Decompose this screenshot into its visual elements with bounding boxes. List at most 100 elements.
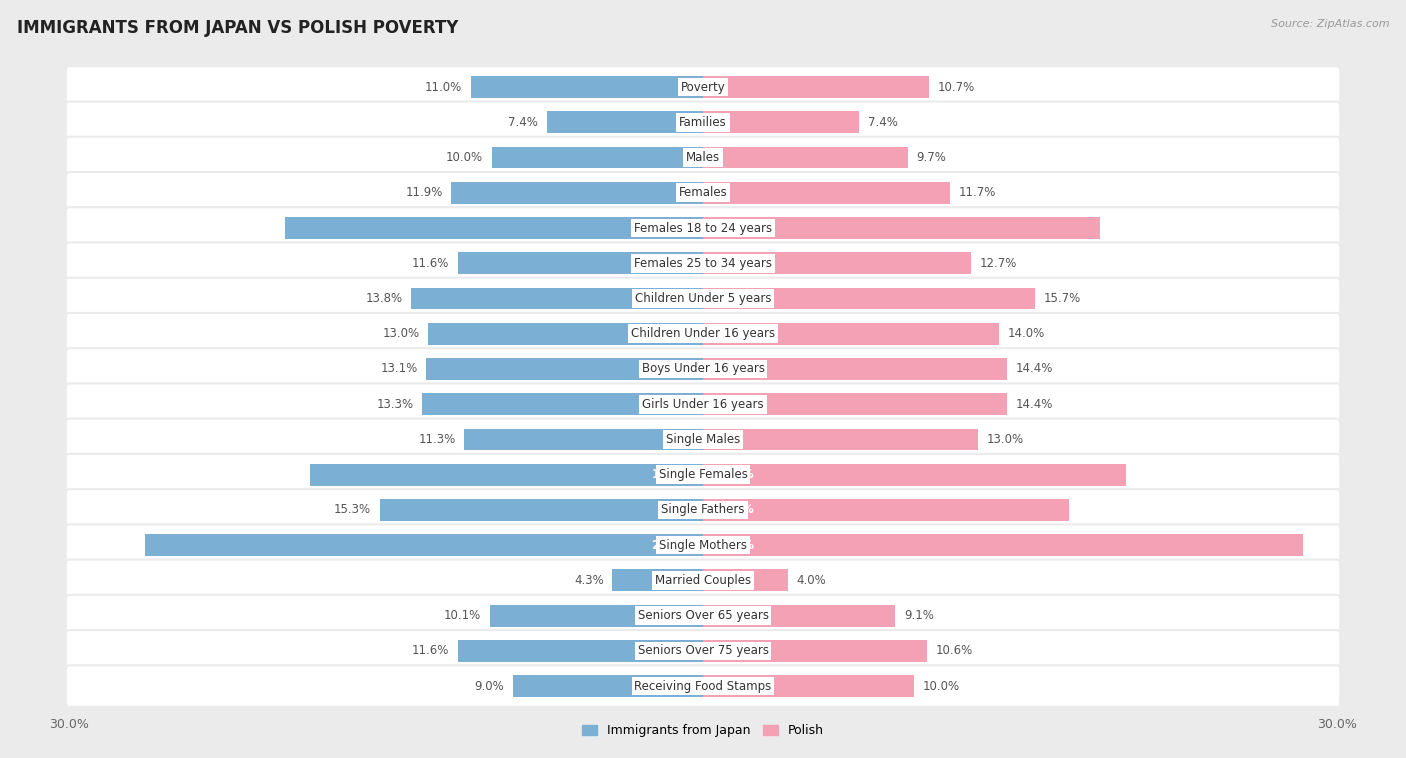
- Text: 11.6%: 11.6%: [412, 257, 450, 270]
- Bar: [547, 111, 703, 133]
- Text: Receiving Food Stamps: Receiving Food Stamps: [634, 680, 772, 693]
- Bar: [703, 76, 929, 98]
- FancyBboxPatch shape: [66, 136, 1340, 178]
- Text: 15.3%: 15.3%: [335, 503, 371, 516]
- Text: IMMIGRANTS FROM JAPAN VS POLISH POVERTY: IMMIGRANTS FROM JAPAN VS POLISH POVERTY: [17, 19, 458, 37]
- FancyBboxPatch shape: [66, 559, 1340, 601]
- Text: 13.3%: 13.3%: [377, 398, 413, 411]
- FancyBboxPatch shape: [66, 630, 1340, 672]
- Bar: [703, 182, 950, 204]
- Bar: [703, 675, 914, 697]
- FancyBboxPatch shape: [66, 102, 1340, 143]
- Bar: [703, 252, 972, 274]
- Text: 11.6%: 11.6%: [412, 644, 450, 657]
- Text: 26.4%: 26.4%: [651, 539, 692, 552]
- Text: 18.8%: 18.8%: [714, 221, 755, 234]
- Bar: [703, 534, 1303, 556]
- Text: 28.4%: 28.4%: [714, 539, 755, 552]
- Text: 12.7%: 12.7%: [980, 257, 1018, 270]
- Text: Single Mothers: Single Mothers: [659, 539, 747, 552]
- Bar: [703, 146, 908, 168]
- Bar: [612, 569, 703, 591]
- FancyBboxPatch shape: [66, 348, 1340, 390]
- Text: Females: Females: [679, 186, 727, 199]
- Bar: [703, 358, 1007, 380]
- Text: 14.4%: 14.4%: [1015, 398, 1053, 411]
- Bar: [451, 182, 703, 204]
- Text: Males: Males: [686, 151, 720, 164]
- Bar: [703, 640, 927, 662]
- Text: 14.4%: 14.4%: [1015, 362, 1053, 375]
- Bar: [703, 323, 998, 345]
- Legend: Immigrants from Japan, Polish: Immigrants from Japan, Polish: [576, 719, 830, 742]
- Text: 10.0%: 10.0%: [922, 680, 960, 693]
- Bar: [703, 287, 1035, 309]
- FancyBboxPatch shape: [66, 666, 1340, 707]
- Bar: [426, 358, 703, 380]
- Bar: [412, 287, 703, 309]
- Bar: [703, 393, 1007, 415]
- Text: 10.7%: 10.7%: [938, 80, 974, 93]
- Bar: [492, 146, 703, 168]
- Text: 15.7%: 15.7%: [1043, 292, 1081, 305]
- Bar: [513, 675, 703, 697]
- FancyBboxPatch shape: [66, 595, 1340, 637]
- Text: 13.8%: 13.8%: [366, 292, 404, 305]
- Text: Families: Families: [679, 116, 727, 129]
- Text: 18.6%: 18.6%: [651, 468, 692, 481]
- FancyBboxPatch shape: [66, 418, 1340, 460]
- Text: Females 18 to 24 years: Females 18 to 24 years: [634, 221, 772, 234]
- Text: Single Fathers: Single Fathers: [661, 503, 745, 516]
- Bar: [703, 464, 1126, 486]
- Text: Married Couples: Married Couples: [655, 574, 751, 587]
- Text: Poverty: Poverty: [681, 80, 725, 93]
- Text: 11.9%: 11.9%: [406, 186, 443, 199]
- Text: Single Females: Single Females: [658, 468, 748, 481]
- FancyBboxPatch shape: [66, 313, 1340, 355]
- Bar: [471, 76, 703, 98]
- Text: 9.0%: 9.0%: [475, 680, 505, 693]
- Text: 11.0%: 11.0%: [425, 80, 463, 93]
- Text: 4.0%: 4.0%: [796, 574, 825, 587]
- Bar: [489, 605, 703, 627]
- Text: 9.7%: 9.7%: [917, 151, 946, 164]
- FancyBboxPatch shape: [66, 277, 1340, 319]
- FancyBboxPatch shape: [66, 66, 1340, 108]
- FancyBboxPatch shape: [66, 207, 1340, 249]
- Text: 7.4%: 7.4%: [868, 116, 898, 129]
- Text: 10.1%: 10.1%: [444, 609, 481, 622]
- Bar: [464, 428, 703, 450]
- Bar: [458, 640, 703, 662]
- Text: Seniors Over 75 years: Seniors Over 75 years: [637, 644, 769, 657]
- FancyBboxPatch shape: [66, 454, 1340, 496]
- Text: 9.1%: 9.1%: [904, 609, 934, 622]
- FancyBboxPatch shape: [66, 489, 1340, 531]
- Text: 10.0%: 10.0%: [446, 151, 484, 164]
- Text: Source: ZipAtlas.com: Source: ZipAtlas.com: [1271, 19, 1389, 29]
- FancyBboxPatch shape: [66, 525, 1340, 566]
- Text: 14.0%: 14.0%: [1007, 327, 1045, 340]
- Text: Children Under 5 years: Children Under 5 years: [634, 292, 772, 305]
- Bar: [458, 252, 703, 274]
- Text: 13.1%: 13.1%: [381, 362, 418, 375]
- Bar: [429, 323, 703, 345]
- Bar: [703, 605, 896, 627]
- Bar: [703, 569, 787, 591]
- FancyBboxPatch shape: [66, 172, 1340, 214]
- Text: 19.8%: 19.8%: [651, 221, 692, 234]
- Text: 17.3%: 17.3%: [714, 503, 754, 516]
- Bar: [380, 499, 703, 521]
- FancyBboxPatch shape: [66, 384, 1340, 425]
- Text: 10.6%: 10.6%: [935, 644, 973, 657]
- Text: Boys Under 16 years: Boys Under 16 years: [641, 362, 765, 375]
- Text: Children Under 16 years: Children Under 16 years: [631, 327, 775, 340]
- Text: 11.7%: 11.7%: [959, 186, 995, 199]
- Bar: [703, 217, 1101, 239]
- Text: Seniors Over 65 years: Seniors Over 65 years: [637, 609, 769, 622]
- Text: Girls Under 16 years: Girls Under 16 years: [643, 398, 763, 411]
- Text: 7.4%: 7.4%: [508, 116, 538, 129]
- FancyBboxPatch shape: [66, 243, 1340, 284]
- Text: Single Males: Single Males: [666, 433, 740, 446]
- Text: Females 25 to 34 years: Females 25 to 34 years: [634, 257, 772, 270]
- Bar: [284, 217, 703, 239]
